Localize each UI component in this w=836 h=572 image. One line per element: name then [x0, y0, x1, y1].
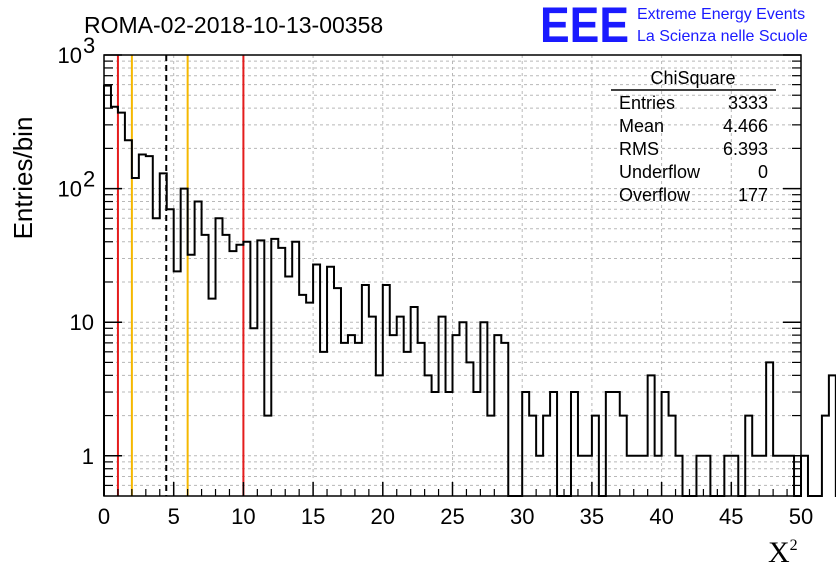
- brand-line-2: La Scienza nelle Scuole: [637, 28, 808, 45]
- x-tick-label: 30: [510, 504, 534, 529]
- y-axis-label: Entries/bin: [8, 117, 38, 240]
- stats-box: ChiSquare Entries 3333 Mean 4.466 RMS 6.393 Un…: [611, 68, 776, 205]
- y-tick-label: 1: [82, 444, 94, 469]
- y-tick-exponent: 2: [83, 167, 95, 192]
- reference-lines: [116, 55, 245, 496]
- chart-title: ROMA-02-2018-10-13-00358: [84, 12, 383, 38]
- x-tick-label: 5: [168, 504, 180, 529]
- stats-value: 0: [758, 162, 768, 182]
- stats-label: Overflow: [619, 185, 691, 205]
- x-tick-label: 45: [719, 504, 743, 529]
- eee-logo: EEE: [540, 0, 629, 53]
- brand-line-1: Extreme Energy Events: [637, 6, 805, 23]
- y-tick-label: 10: [58, 177, 82, 202]
- y-tick-exponent: 3: [83, 33, 95, 58]
- y-tick-label: 10: [58, 43, 82, 68]
- x-tick-label: 40: [649, 504, 673, 529]
- x-tick-label: 35: [580, 504, 604, 529]
- stats-value: 177: [738, 185, 768, 205]
- stats-value: 3333: [728, 93, 768, 113]
- histogram-outline: [103, 84, 836, 497]
- x-tick-label: 0: [98, 504, 110, 529]
- stats-value: 4.466: [723, 116, 768, 136]
- y-tick-label: 10: [70, 310, 94, 335]
- stats-box-title: ChiSquare: [650, 68, 735, 88]
- x-axis-ticks: 0 5 10 15 20 25 30 35 40 45 50: [98, 482, 813, 529]
- stats-label: Underflow: [619, 162, 701, 182]
- x-tick-label: 15: [301, 504, 325, 529]
- x-tick-label: 20: [371, 504, 395, 529]
- x-axis-label: X2: [768, 536, 798, 569]
- x-tick-label: 25: [440, 504, 464, 529]
- x-tick-label: 10: [231, 504, 255, 529]
- stats-value: 6.393: [723, 139, 768, 159]
- stats-label: RMS: [619, 139, 659, 159]
- stats-label: Entries: [619, 93, 675, 113]
- x-tick-label: 50: [789, 504, 813, 529]
- stats-label: Mean: [619, 116, 664, 136]
